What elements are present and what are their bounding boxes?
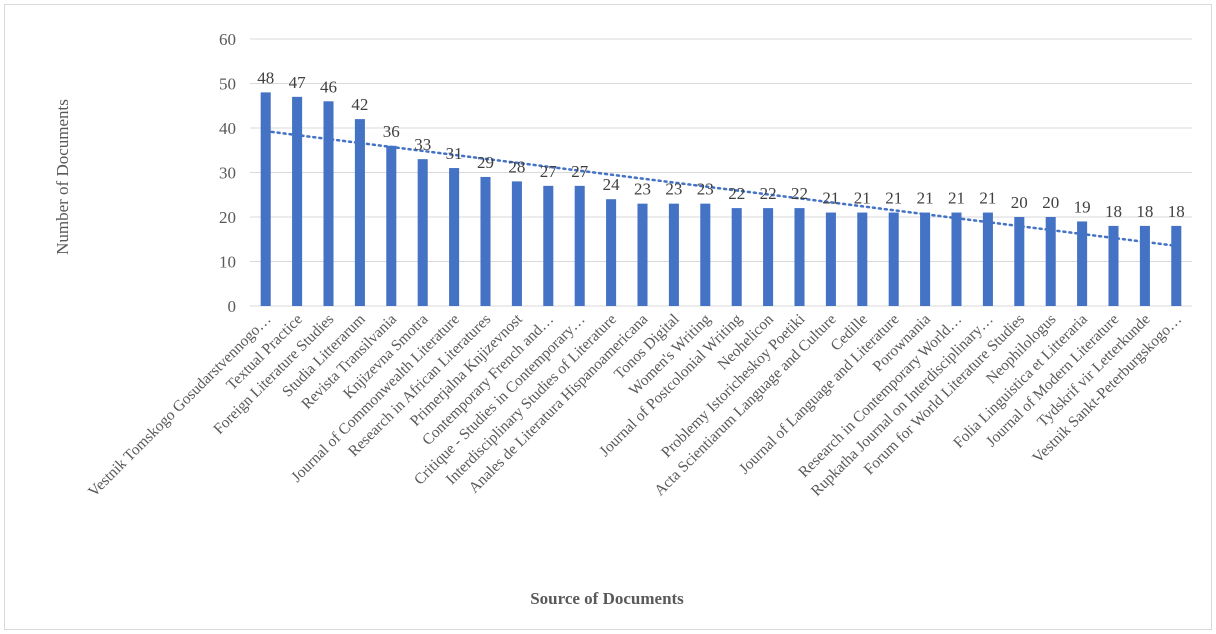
- bar: [700, 203, 711, 306]
- data-label: 27: [540, 162, 558, 181]
- data-label: 18: [1136, 202, 1153, 221]
- data-labels: 48 47 46 42 36 33 31 29 28 27 27 24 23 23 23 22 22 22 21 21…: [257, 68, 1185, 221]
- data-label: 21: [854, 189, 871, 208]
- bar: [668, 203, 679, 306]
- y-tick-label: 20: [219, 208, 236, 227]
- bar: [480, 176, 491, 306]
- data-label: 46: [320, 77, 337, 96]
- bar: [260, 92, 271, 307]
- data-label: 21: [979, 189, 996, 208]
- y-tick-label: 30: [219, 164, 236, 183]
- bar: [888, 212, 899, 306]
- data-label: 23: [634, 180, 651, 199]
- gridlines: [250, 38, 1192, 307]
- data-label: 23: [697, 180, 714, 199]
- bar: [417, 159, 428, 306]
- bar: [543, 185, 554, 306]
- y-tick-label: 10: [219, 253, 236, 272]
- x-axis-title: Source of Documents: [530, 589, 684, 608]
- bars: [260, 92, 1182, 307]
- data-label: 24: [603, 175, 621, 194]
- bar: [982, 212, 993, 306]
- bar: [1014, 217, 1025, 306]
- y-axis-title: Number of Documents: [53, 99, 72, 255]
- y-tick-label: 50: [219, 75, 236, 94]
- bar: [354, 119, 365, 306]
- bar: [825, 212, 836, 306]
- bar: [1108, 225, 1119, 306]
- data-label: 21: [917, 189, 934, 208]
- bar: [606, 199, 617, 306]
- bar: [1045, 217, 1056, 306]
- bar: [386, 145, 397, 306]
- y-tick-label: 60: [219, 30, 236, 49]
- data-label: 18: [1168, 202, 1185, 221]
- trendline: [264, 129, 1178, 248]
- data-label: 23: [665, 180, 682, 199]
- bar: [1171, 225, 1182, 306]
- bar: [763, 208, 774, 306]
- data-label: 29: [477, 153, 494, 172]
- data-label: 31: [446, 144, 463, 163]
- bar: [292, 96, 303, 306]
- data-label: 21: [885, 189, 902, 208]
- data-label: 19: [1074, 197, 1091, 216]
- bar: [857, 212, 868, 306]
- bar: [574, 185, 585, 306]
- x-axis-categories: Vestnik Tomskogo Gosudarstvennogo…Textua…: [85, 310, 1185, 500]
- data-label: 27: [571, 162, 589, 181]
- y-tick-label: 0: [228, 297, 237, 316]
- data-label: 33: [414, 135, 431, 154]
- data-label: 47: [289, 73, 307, 92]
- bar: [637, 203, 648, 306]
- bar: [920, 212, 931, 306]
- bar-chart: 0 10 20 30 40 50 60 48 47 46 42 36 33 31 29 28 27 27 24 23…: [53, 30, 1192, 608]
- bar: [323, 101, 334, 306]
- data-label: 28: [508, 157, 525, 176]
- data-label: 22: [760, 184, 777, 203]
- bar: [951, 212, 962, 306]
- data-label: 21: [822, 189, 839, 208]
- bar: [731, 208, 742, 306]
- bar: [511, 181, 522, 306]
- data-label: 36: [383, 122, 400, 141]
- data-label: 20: [1042, 193, 1059, 212]
- data-label: 42: [351, 95, 368, 114]
- data-label: 18: [1105, 202, 1122, 221]
- bar: [1139, 225, 1150, 306]
- trendline-path: [264, 129, 1178, 248]
- bar: [449, 168, 460, 306]
- data-label: 48: [257, 68, 274, 87]
- y-axis-ticks: 0 10 20 30 40 50 60: [219, 30, 236, 316]
- data-label: 22: [728, 184, 745, 203]
- data-label: 21: [948, 189, 965, 208]
- data-label: 22: [791, 184, 808, 203]
- data-label: 20: [1011, 193, 1028, 212]
- bar: [1077, 221, 1088, 306]
- bar: [794, 208, 805, 306]
- chart-frame: 0 10 20 30 40 50 60 48 47 46 42 36 33 31 29 28 27 27 24 23…: [4, 4, 1212, 630]
- y-tick-label: 40: [219, 119, 236, 138]
